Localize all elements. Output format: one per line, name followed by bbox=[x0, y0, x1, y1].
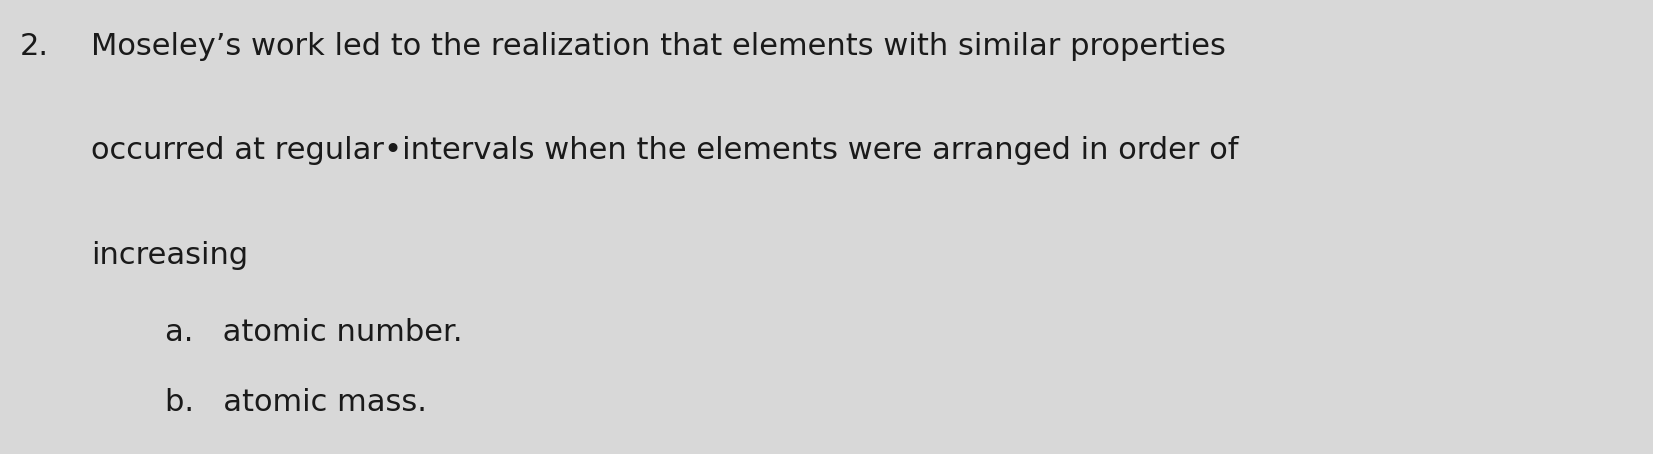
Text: increasing: increasing bbox=[91, 241, 248, 270]
Text: occurred at regular•intervals when the elements were arranged in order of: occurred at regular•intervals when the e… bbox=[91, 136, 1238, 165]
Text: Moseley’s work led to the realization that elements with similar properties: Moseley’s work led to the realization th… bbox=[91, 32, 1227, 61]
Text: 2.: 2. bbox=[20, 32, 50, 61]
Text: a.   atomic number.: a. atomic number. bbox=[165, 318, 463, 347]
Text: b.   atomic mass.: b. atomic mass. bbox=[165, 388, 426, 417]
